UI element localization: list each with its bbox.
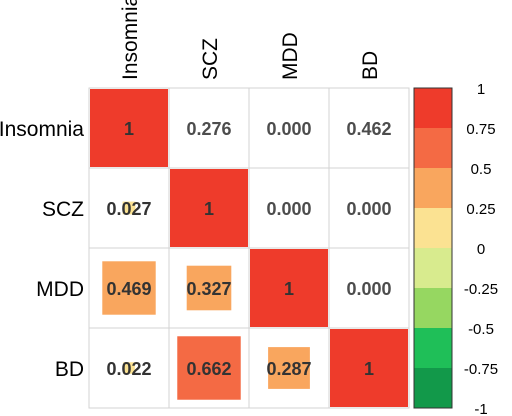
row-label: BD <box>55 358 84 381</box>
lower-value-square <box>177 336 241 400</box>
row-label: SCZ <box>42 198 84 221</box>
lower-value-square <box>186 265 232 311</box>
legend-color-bin <box>414 368 452 408</box>
diagonal-cell <box>170 169 248 247</box>
diagonal-label: 1 <box>124 119 134 139</box>
legend-tick-label: -0.5 <box>468 321 494 338</box>
upper-value-label: 0.000 <box>266 119 311 139</box>
column-label: BD <box>359 51 382 80</box>
diagonal-cell <box>330 329 408 407</box>
legend-tick-label: 0.5 <box>471 161 492 178</box>
upper-value-label: 0.000 <box>346 199 391 219</box>
grid-cell <box>328 167 410 249</box>
legend-tick-label: -0.25 <box>464 281 498 298</box>
legend-tick-label: -1 <box>474 401 487 416</box>
legend-border <box>413 87 453 409</box>
legend-color-bin <box>414 128 452 168</box>
legend-color-bin <box>414 288 452 328</box>
column-label: MDD <box>279 32 302 80</box>
grid-cell <box>328 247 410 329</box>
diagonal-cell <box>90 89 168 167</box>
column-label: Insomnia <box>119 0 142 80</box>
color-legend: 1 0.75 0.5 0.25 0 -0.25 -0.5 -0.75 -1 <box>413 81 498 416</box>
upper-value-label: 0.462 <box>346 119 391 139</box>
lower-value-label: 0.027 <box>106 199 151 219</box>
diagonal-cell <box>250 249 328 327</box>
upper-value-label: 0.000 <box>266 199 311 219</box>
diagonal-label: 1 <box>204 199 214 219</box>
lower-value-label: 0.469 <box>106 279 151 299</box>
grid-cell <box>248 87 330 169</box>
legend-tick-label: 0.75 <box>466 121 495 138</box>
legend-tick-label: 0 <box>477 241 485 258</box>
upper-value-label: 0.276 <box>186 119 231 139</box>
legend-color-bin <box>414 248 452 288</box>
lower-value-label: 0.662 <box>186 359 231 379</box>
diagonal-label: 1 <box>364 359 374 379</box>
legend-color-bin <box>414 208 452 248</box>
upper-value-label: 0.000 <box>346 279 391 299</box>
legend-color-bin <box>414 328 452 368</box>
legend-tick-label: -0.75 <box>464 361 498 378</box>
legend-color-bin <box>414 88 452 128</box>
row-label: MDD <box>36 278 84 301</box>
variable-labels: Insomnia SCZ MDD BD Insomnia SCZ MDD BD <box>0 0 382 381</box>
lower-value-label: 0.022 <box>106 359 151 379</box>
lower-value-square <box>122 201 136 215</box>
column-label: SCZ <box>199 38 222 80</box>
lower-value-square <box>102 261 156 315</box>
row-label: Insomnia <box>0 118 84 141</box>
lower-value-square <box>268 347 310 389</box>
lower-value-label: 0.287 <box>266 359 311 379</box>
legend-tick-label: 0.25 <box>466 201 495 218</box>
heatmap-cells: 1 1 1 1 0.276 0.000 0.462 0.000 0.000 0.000 0.027 0… <box>90 89 408 407</box>
grid-cell <box>328 87 410 169</box>
legend-color-bin <box>414 168 452 208</box>
lower-value-label: 0.327 <box>186 279 231 299</box>
legend-tick-label: 1 <box>477 81 485 98</box>
lower-value-square <box>123 362 135 374</box>
diagonal-label: 1 <box>284 279 294 299</box>
grid-cell <box>168 87 250 169</box>
